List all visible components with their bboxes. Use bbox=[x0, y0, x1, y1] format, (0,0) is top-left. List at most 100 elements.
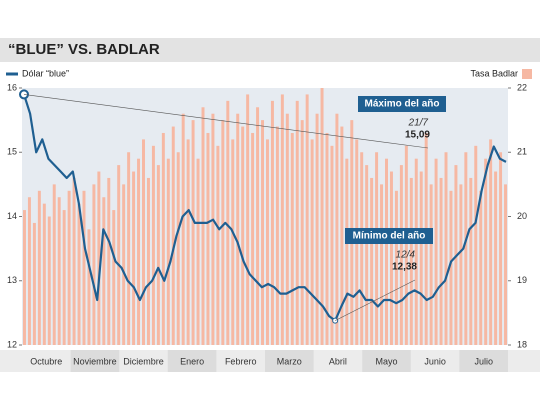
bar bbox=[156, 165, 160, 345]
bar bbox=[404, 145, 408, 345]
annotation-date: 21/7 bbox=[408, 118, 429, 129]
bar bbox=[32, 222, 36, 345]
bar bbox=[330, 145, 334, 345]
bar bbox=[261, 120, 265, 345]
bar bbox=[280, 94, 284, 345]
legend-label: Tasa Badlar bbox=[470, 68, 518, 78]
bar bbox=[419, 171, 423, 345]
bar bbox=[340, 126, 344, 345]
bar bbox=[429, 184, 433, 345]
x-tick-label: Julio bbox=[474, 356, 493, 366]
bar bbox=[166, 158, 170, 345]
x-tick-label: Diciembre bbox=[123, 356, 164, 366]
bar bbox=[310, 139, 314, 345]
bar bbox=[161, 132, 165, 345]
bar bbox=[62, 210, 66, 345]
bar bbox=[216, 145, 220, 345]
bar bbox=[380, 184, 384, 345]
bar bbox=[251, 132, 255, 345]
x-tick-label: Enero bbox=[180, 356, 204, 366]
bar bbox=[57, 197, 61, 345]
bar bbox=[385, 158, 388, 345]
bar bbox=[201, 107, 205, 346]
y2-tick-label: 21 bbox=[517, 147, 527, 157]
annotation-leader bbox=[23, 94, 429, 149]
bar bbox=[295, 100, 299, 345]
y2-tick-label: 18 bbox=[517, 339, 527, 349]
bar bbox=[464, 152, 468, 345]
bar bbox=[211, 113, 215, 345]
annotation-box bbox=[345, 228, 433, 244]
bar bbox=[270, 100, 274, 345]
y-tick-label: 16 bbox=[7, 82, 17, 92]
bar bbox=[226, 100, 230, 345]
bar bbox=[469, 177, 473, 345]
bar bbox=[47, 216, 51, 345]
bar bbox=[27, 197, 31, 345]
bar bbox=[176, 152, 180, 345]
bar bbox=[37, 190, 41, 345]
bar bbox=[256, 107, 260, 346]
month-band bbox=[362, 350, 411, 372]
bar bbox=[231, 139, 235, 345]
bar bbox=[345, 158, 349, 345]
bar bbox=[102, 197, 106, 345]
bar bbox=[484, 158, 488, 345]
annotation-box bbox=[358, 96, 446, 112]
bar bbox=[444, 152, 448, 345]
bar bbox=[305, 94, 309, 345]
bar bbox=[206, 132, 210, 345]
bar bbox=[117, 165, 121, 345]
annotation-value: 15,09 bbox=[405, 130, 430, 141]
bar bbox=[122, 184, 126, 345]
x-tick-label: Mayo bbox=[375, 356, 397, 366]
bar bbox=[449, 190, 453, 345]
bar bbox=[439, 177, 443, 345]
bar bbox=[221, 120, 225, 345]
bar bbox=[459, 184, 463, 345]
bar bbox=[389, 171, 393, 345]
bar bbox=[42, 203, 46, 345]
bar bbox=[325, 132, 329, 345]
x-tick-label: Abril bbox=[329, 356, 347, 366]
chart-title: “BLUE” VS. BADLAR bbox=[8, 41, 160, 58]
bar bbox=[236, 113, 240, 345]
bar bbox=[409, 177, 413, 345]
bar bbox=[97, 171, 101, 345]
bar bbox=[499, 152, 503, 345]
bar bbox=[22, 210, 26, 345]
bar bbox=[315, 113, 319, 345]
line bbox=[22, 94, 507, 322]
bar bbox=[399, 165, 403, 345]
y-tick-label: 12 bbox=[7, 339, 17, 349]
bar bbox=[504, 184, 508, 345]
bar bbox=[171, 126, 175, 345]
annotation-value: 12,38 bbox=[392, 262, 417, 273]
bar bbox=[494, 171, 498, 345]
bar bbox=[72, 177, 76, 345]
bar bbox=[489, 139, 493, 345]
bar bbox=[107, 177, 111, 345]
title-band bbox=[0, 38, 540, 62]
bar bbox=[191, 120, 195, 345]
y-tick-label: 14 bbox=[7, 211, 17, 221]
bar bbox=[335, 113, 339, 345]
bar bbox=[112, 210, 116, 345]
bar bbox=[275, 126, 279, 345]
bar bbox=[434, 158, 438, 345]
bar bbox=[137, 158, 141, 345]
bar bbox=[77, 203, 81, 345]
month-band bbox=[459, 350, 508, 372]
annotation-leader bbox=[335, 279, 416, 321]
bar bbox=[67, 190, 71, 345]
x-tick-label: Octubre bbox=[30, 356, 62, 366]
bar bbox=[87, 229, 91, 345]
annotation-title: Máximo del año bbox=[364, 99, 439, 110]
bar bbox=[181, 113, 185, 345]
legend-label: Dólar “blue” bbox=[22, 68, 69, 78]
x-tick-label: Marzo bbox=[277, 356, 302, 366]
legend-swatch bbox=[522, 69, 532, 79]
x-tick-label: Noviembre bbox=[73, 356, 117, 366]
bar bbox=[320, 88, 324, 345]
